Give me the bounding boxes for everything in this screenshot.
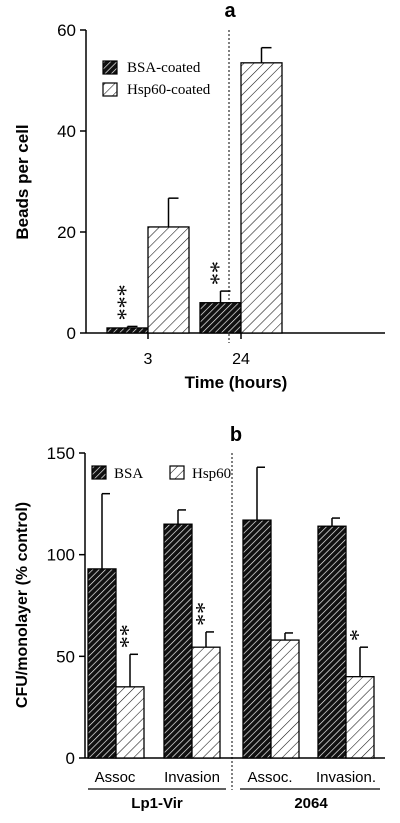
bar: [240, 62, 283, 334]
y-tick-label: 100: [47, 546, 75, 565]
bar: [191, 646, 221, 759]
y-tick-label: 0: [67, 324, 76, 343]
y-axis-title: Beads per cell: [13, 124, 32, 239]
legend-swatch: [102, 82, 118, 97]
bar: [317, 525, 347, 759]
bar: [270, 639, 300, 759]
y-tick-label: 60: [57, 21, 76, 40]
significance-label: **: [116, 624, 142, 648]
bar: [345, 676, 375, 759]
legend-swatch: [102, 60, 118, 75]
y-tick-label: 50: [56, 647, 75, 666]
y-tick-label: 0: [66, 749, 75, 768]
legend-label: Hsp60: [192, 466, 231, 482]
legend-swatch: [91, 465, 107, 480]
x-tick-label: Assoc.: [247, 769, 292, 786]
bar: [242, 519, 272, 759]
significance-label: **: [192, 602, 218, 626]
significance-label: ***: [114, 284, 140, 320]
legend: BSA Hsp60: [91, 465, 231, 482]
y-tick-label: 40: [57, 122, 76, 141]
legend-label: BSA-coated: [127, 60, 201, 76]
bar: [87, 568, 117, 759]
legend-label: Hsp60-coated: [127, 82, 211, 98]
legend-label: BSA: [114, 466, 143, 482]
bar: [115, 686, 145, 759]
bar: [106, 327, 149, 334]
legend: BSA-coated Hsp60-coated: [102, 60, 211, 98]
significance-label: *: [346, 629, 372, 641]
y-tick-label: 150: [47, 444, 75, 463]
x-tick-label: 3: [144, 351, 153, 368]
significance-label: **: [207, 261, 233, 285]
panel-label: a: [224, 0, 236, 22]
x-tick-label: Assoc: [95, 769, 136, 786]
x-tick-label: Invasion.: [316, 769, 376, 786]
x-tick-label: Invasion: [164, 769, 220, 786]
y-tick-label: 20: [57, 223, 76, 242]
bar: [199, 302, 242, 334]
group-label: 2064: [294, 795, 328, 812]
group-label: Lp1-Vir: [131, 795, 183, 812]
bar: [163, 523, 193, 759]
y-axis-title: CFU/monolayer (% control): [14, 502, 31, 708]
legend-swatch: [169, 465, 185, 480]
bar: [147, 226, 190, 334]
x-tick-label: 24: [232, 351, 250, 368]
x-axis-title: Time (hours): [185, 373, 288, 392]
panel-label: b: [230, 424, 242, 446]
